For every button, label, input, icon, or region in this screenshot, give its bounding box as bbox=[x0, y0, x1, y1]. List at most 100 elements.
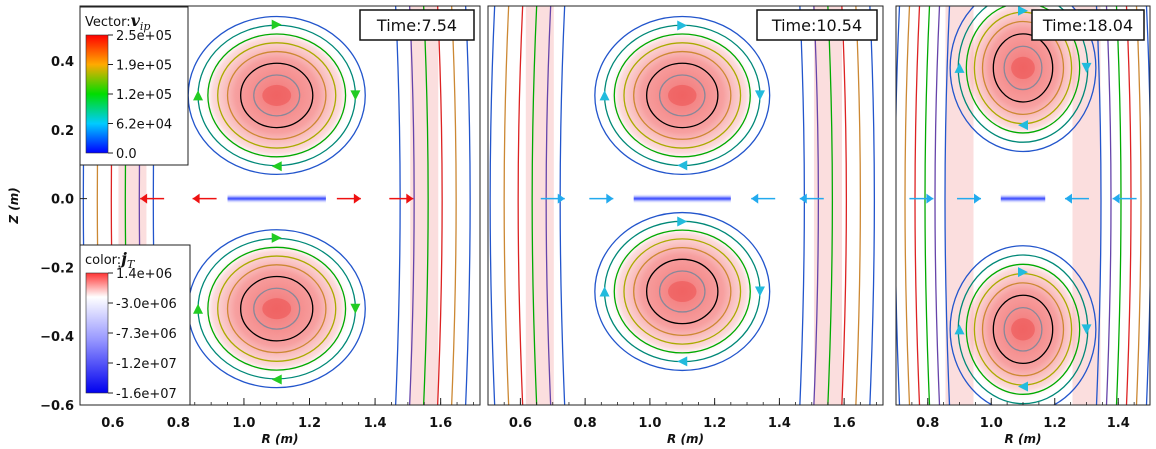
current-sheet bbox=[633, 193, 731, 204]
field-line bbox=[904, 6, 1142, 405]
x-tick-label: 1.2 bbox=[1043, 416, 1066, 431]
x-tick-label: 1.6 bbox=[833, 416, 856, 431]
flux-contour bbox=[253, 287, 301, 330]
blob-core bbox=[668, 280, 697, 303]
velocity-arrow-head bbox=[1112, 193, 1120, 204]
flux-contour bbox=[613, 229, 751, 354]
field-line bbox=[944, 6, 1102, 405]
flux-contour bbox=[594, 15, 771, 176]
legend-color-label: -3.0e+06 bbox=[116, 297, 177, 312]
velocity-arrow-head bbox=[926, 193, 934, 204]
legend-vector-label: 1.2e+05 bbox=[116, 88, 172, 103]
x-tick-label: 0.6 bbox=[509, 416, 532, 431]
plot-area bbox=[488, 6, 883, 405]
legend-color-label: -7.3e+06 bbox=[116, 327, 177, 342]
velocity-arrow-head bbox=[799, 193, 807, 204]
legend-vector-title-prefix: Vector: bbox=[85, 15, 131, 30]
legend-vector-symbol: v bbox=[131, 11, 141, 30]
legend-vector-label: 2.5e+05 bbox=[116, 29, 172, 44]
y-tick-label: 0.4 bbox=[51, 55, 74, 70]
legend-vector-label: 0.0 bbox=[116, 147, 137, 162]
flux-contour bbox=[1003, 45, 1043, 91]
current-band bbox=[410, 6, 439, 405]
flux-contour bbox=[240, 275, 314, 342]
x-tick-label: 0.8 bbox=[916, 416, 939, 431]
legend-color: color:jT1.4e+06 -3.0e+06 -7.3e+06 -1.2e+07 -… bbox=[79, 244, 191, 406]
circulation-arrow bbox=[193, 303, 204, 314]
time-label: Time:7.54 bbox=[376, 16, 457, 35]
flux-contour bbox=[645, 258, 719, 325]
x-tick-label: 0.8 bbox=[574, 416, 597, 431]
x-tick-label: 1.6 bbox=[429, 416, 452, 431]
flux-contour bbox=[1003, 307, 1043, 352]
x-axis-title: R (m) bbox=[262, 432, 299, 446]
field-line bbox=[517, 6, 848, 405]
flux-contour bbox=[623, 42, 742, 149]
field-line bbox=[531, 6, 834, 405]
circulation-arrow bbox=[954, 324, 965, 335]
flux-contour bbox=[992, 294, 1054, 365]
current-sheet bbox=[1000, 193, 1046, 204]
field-line bbox=[934, 6, 1112, 405]
circulation-arrow bbox=[271, 232, 282, 243]
circulation-arrow bbox=[677, 20, 688, 31]
circulation-arrow bbox=[271, 374, 282, 385]
x-tick-label: 1.0 bbox=[232, 416, 255, 431]
circulation-arrow bbox=[193, 90, 204, 101]
circulation-arrow bbox=[1081, 324, 1092, 335]
flux-contour bbox=[965, 263, 1081, 395]
flux-contour bbox=[633, 50, 732, 140]
flux-contour bbox=[658, 74, 706, 117]
circulation-arrow bbox=[599, 286, 610, 297]
plot-area bbox=[896, 6, 1150, 405]
panel-3: 0.8 1.0 1.2 1.4 R (m) Time:18.04 bbox=[895, 5, 1151, 446]
x-tick-label: 1.0 bbox=[980, 416, 1003, 431]
x-axis-title: R (m) bbox=[1005, 432, 1042, 446]
flux-contour bbox=[207, 33, 347, 158]
circulation-arrow bbox=[350, 303, 361, 314]
circulation-arrow bbox=[1018, 381, 1028, 392]
plot-frame bbox=[79, 5, 481, 406]
flux-contour bbox=[992, 33, 1054, 103]
velocity-arrow-head bbox=[606, 193, 614, 204]
y-tick-label: −0.4 bbox=[40, 330, 74, 345]
circulation-arrow bbox=[271, 19, 282, 30]
flux-contour bbox=[613, 33, 751, 158]
legend-vector-label: 6.2e+04 bbox=[116, 118, 172, 133]
legend-color-symbol: j bbox=[118, 249, 127, 268]
x-tick-label: 0.6 bbox=[101, 416, 124, 431]
circulation-arrow bbox=[350, 90, 361, 101]
y-axis-title: Z (m) bbox=[7, 187, 21, 224]
circulation-arrow bbox=[1081, 62, 1092, 73]
x-tick-label: 1.0 bbox=[638, 416, 661, 431]
flux-contour bbox=[981, 20, 1065, 115]
flux-contour bbox=[949, 245, 1097, 405]
panel-2: 0.6 0.8 1.0 1.2 1.4 1.6 R (m) Time:10.54 bbox=[487, 5, 884, 446]
legend-color-colorbar bbox=[85, 272, 109, 394]
velocity-arrow-head bbox=[353, 193, 361, 204]
flux-contour bbox=[645, 62, 719, 129]
blob-core bbox=[1011, 318, 1035, 341]
circulation-arrow bbox=[754, 286, 765, 297]
flux-contour bbox=[981, 282, 1065, 377]
legend-color-label: -1.2e+07 bbox=[116, 357, 177, 372]
circulation-arrow bbox=[1018, 267, 1028, 278]
x-tick-label: 1.2 bbox=[298, 416, 321, 431]
circulation-arrow bbox=[1018, 120, 1028, 131]
legend-color-title-prefix: color: bbox=[85, 253, 121, 268]
circulation-arrow bbox=[599, 90, 610, 101]
flux-contour bbox=[253, 74, 301, 117]
flux-contour bbox=[217, 42, 337, 149]
velocity-arrow-head bbox=[140, 193, 148, 204]
flux-contour bbox=[226, 264, 327, 354]
flux-contour bbox=[217, 255, 337, 362]
flux-contour bbox=[633, 246, 732, 336]
current-sheet bbox=[227, 193, 326, 204]
flux-contour bbox=[207, 246, 347, 371]
flux-contour bbox=[240, 62, 314, 129]
y-tick-label: 0.2 bbox=[51, 124, 74, 139]
blob-core bbox=[262, 84, 292, 106]
circulation-arrow bbox=[954, 62, 965, 73]
velocity-arrow-head bbox=[406, 193, 414, 204]
